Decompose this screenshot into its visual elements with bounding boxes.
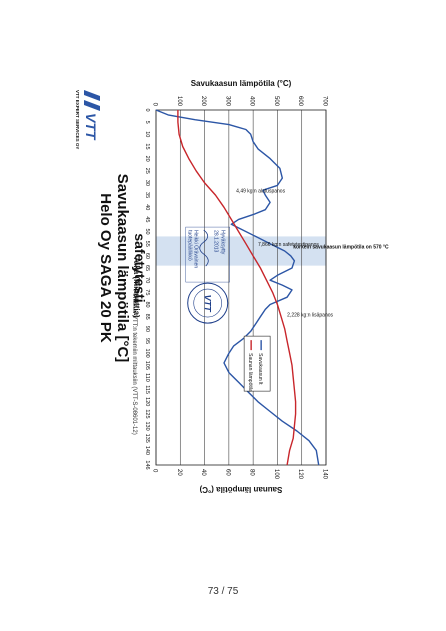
annotation-load-1: 4,49 kg:n alatuspanos [236,189,285,195]
x-tick-label: 50 [144,229,150,235]
x-tick-label: 25 [144,168,150,174]
chart-title-line-2: Savukaasun lämpötila [°C] [114,174,131,363]
x-tick-label: 60 [144,253,150,259]
annotation-layer: korkein savukaasun lämpötila on 570 °C 4,… [185,189,389,324]
x-tick-label: 125 [144,409,150,418]
x-tick-label: 40 [144,204,150,210]
x-axis-label: Aika (minuuttia) [132,257,141,318]
approval-box [185,226,230,283]
x-tick-label: 100 [144,349,150,358]
x-tick-label: 105 [144,361,150,370]
x-tick-label: 15 [144,143,150,149]
x-tick-label: 140 [144,446,150,455]
x-tick-label: 20 [144,156,150,162]
signature-scribble [199,229,209,267]
company-seal-outer [187,282,229,324]
y-tick-label: 400 [249,96,255,107]
x-tick-label: 135 [144,434,150,443]
approval-role: tuotepäällikkö [187,230,193,261]
x-tick-label: 65 [144,265,150,271]
y2-tick-label: 140 [322,469,328,480]
x-tick-label: 35 [144,192,150,198]
y-tick-label: 300 [224,96,230,107]
company-seal-mark: VTT [203,295,213,314]
x-tick-label: 30 [144,180,150,186]
vtt-logo-tagline: VTT EXPERT SERVICES OY [75,90,80,149]
y-tick-label: 500 [273,96,279,107]
y-tick-label: 600 [297,96,303,107]
vtt-logo-mark [84,90,100,101]
vtt-logo-text: VTT [83,113,99,141]
x-tick-label: 115 [144,385,150,394]
y2-tick-label: 40 [200,469,206,476]
chart-title-line-1: Helo Oy SAGA 20 PK [97,193,114,343]
x-tick-label: 120 [144,397,150,406]
y2-tick-label: 100 [273,469,279,480]
x-tick-label: 10 [144,131,150,137]
rotated-page: Helo Oy SAGA 20 PK Savukaasun lämpötila … [75,79,389,494]
y-tick-label: 0 [152,103,158,107]
y2-tick-label: 120 [297,469,303,480]
y-axis-label: Savukaasun lämpötila (°C) [191,79,292,88]
x-tick-label: 45 [144,216,150,222]
basis-note: Perustuu VTT:n tekemiin mittauksiin (VTT… [131,289,137,434]
y2-tick-label: 20 [176,469,182,476]
annotation-max-flue: korkein savukaasun lämpötila on 570 °C [293,245,389,251]
x-tick-label: 130 [144,422,150,431]
series-line-sauna [177,110,297,466]
series-line-flue-gas [155,109,320,466]
y2-tick-label: 60 [224,469,230,476]
x-tick-label: 55 [144,241,150,247]
approval-signer: Heikki Orävainen [193,230,199,268]
x-tick-label: 80 [144,301,150,307]
company-seal-inner [193,288,223,318]
x-tick-label: 70 [144,277,150,283]
legend-label: Savukaasun lt [257,353,263,385]
chart-legend: Savukaasun lt Saunan lämpötila [243,335,271,392]
plot-frame [155,109,327,466]
approval-label: Hyväksytty [220,230,226,255]
x-tick-label: 146 [144,460,150,469]
chart-title-line-3: safetytesti [132,233,148,302]
y-tick-label: 100 [176,96,182,107]
vtt-logo: VTT VTT EXPERT SERVICES OY [75,90,100,149]
annotation-load-2: 7,866 kg:n safetytestipanos [258,242,319,248]
annotation-load-3: 2,228 kg:n lisäpanos [287,313,333,319]
highlight-band [156,236,326,266]
y2-axis-label: Saunan lämpötila (°C) [199,485,282,494]
y-tick-label: 700 [322,96,328,107]
page-number: 73 / 75 [207,586,239,597]
approval-date: 28.1.2013 [213,230,219,252]
legend-label: Saunan lämpötila [247,353,253,392]
x-tick-label: 0 [144,108,150,111]
y2-tick-label: 0 [152,469,158,473]
x-tick-label: 90 [144,326,150,332]
x-tick-label: 5 [144,121,150,124]
x-tick-label: 110 [144,373,150,382]
x-tick-label: 85 [144,314,150,320]
y-tick-label: 200 [200,96,206,107]
x-tick-label: 75 [144,289,150,295]
x-tick-label: 95 [144,338,150,344]
y2-tick-label: 80 [249,469,255,476]
